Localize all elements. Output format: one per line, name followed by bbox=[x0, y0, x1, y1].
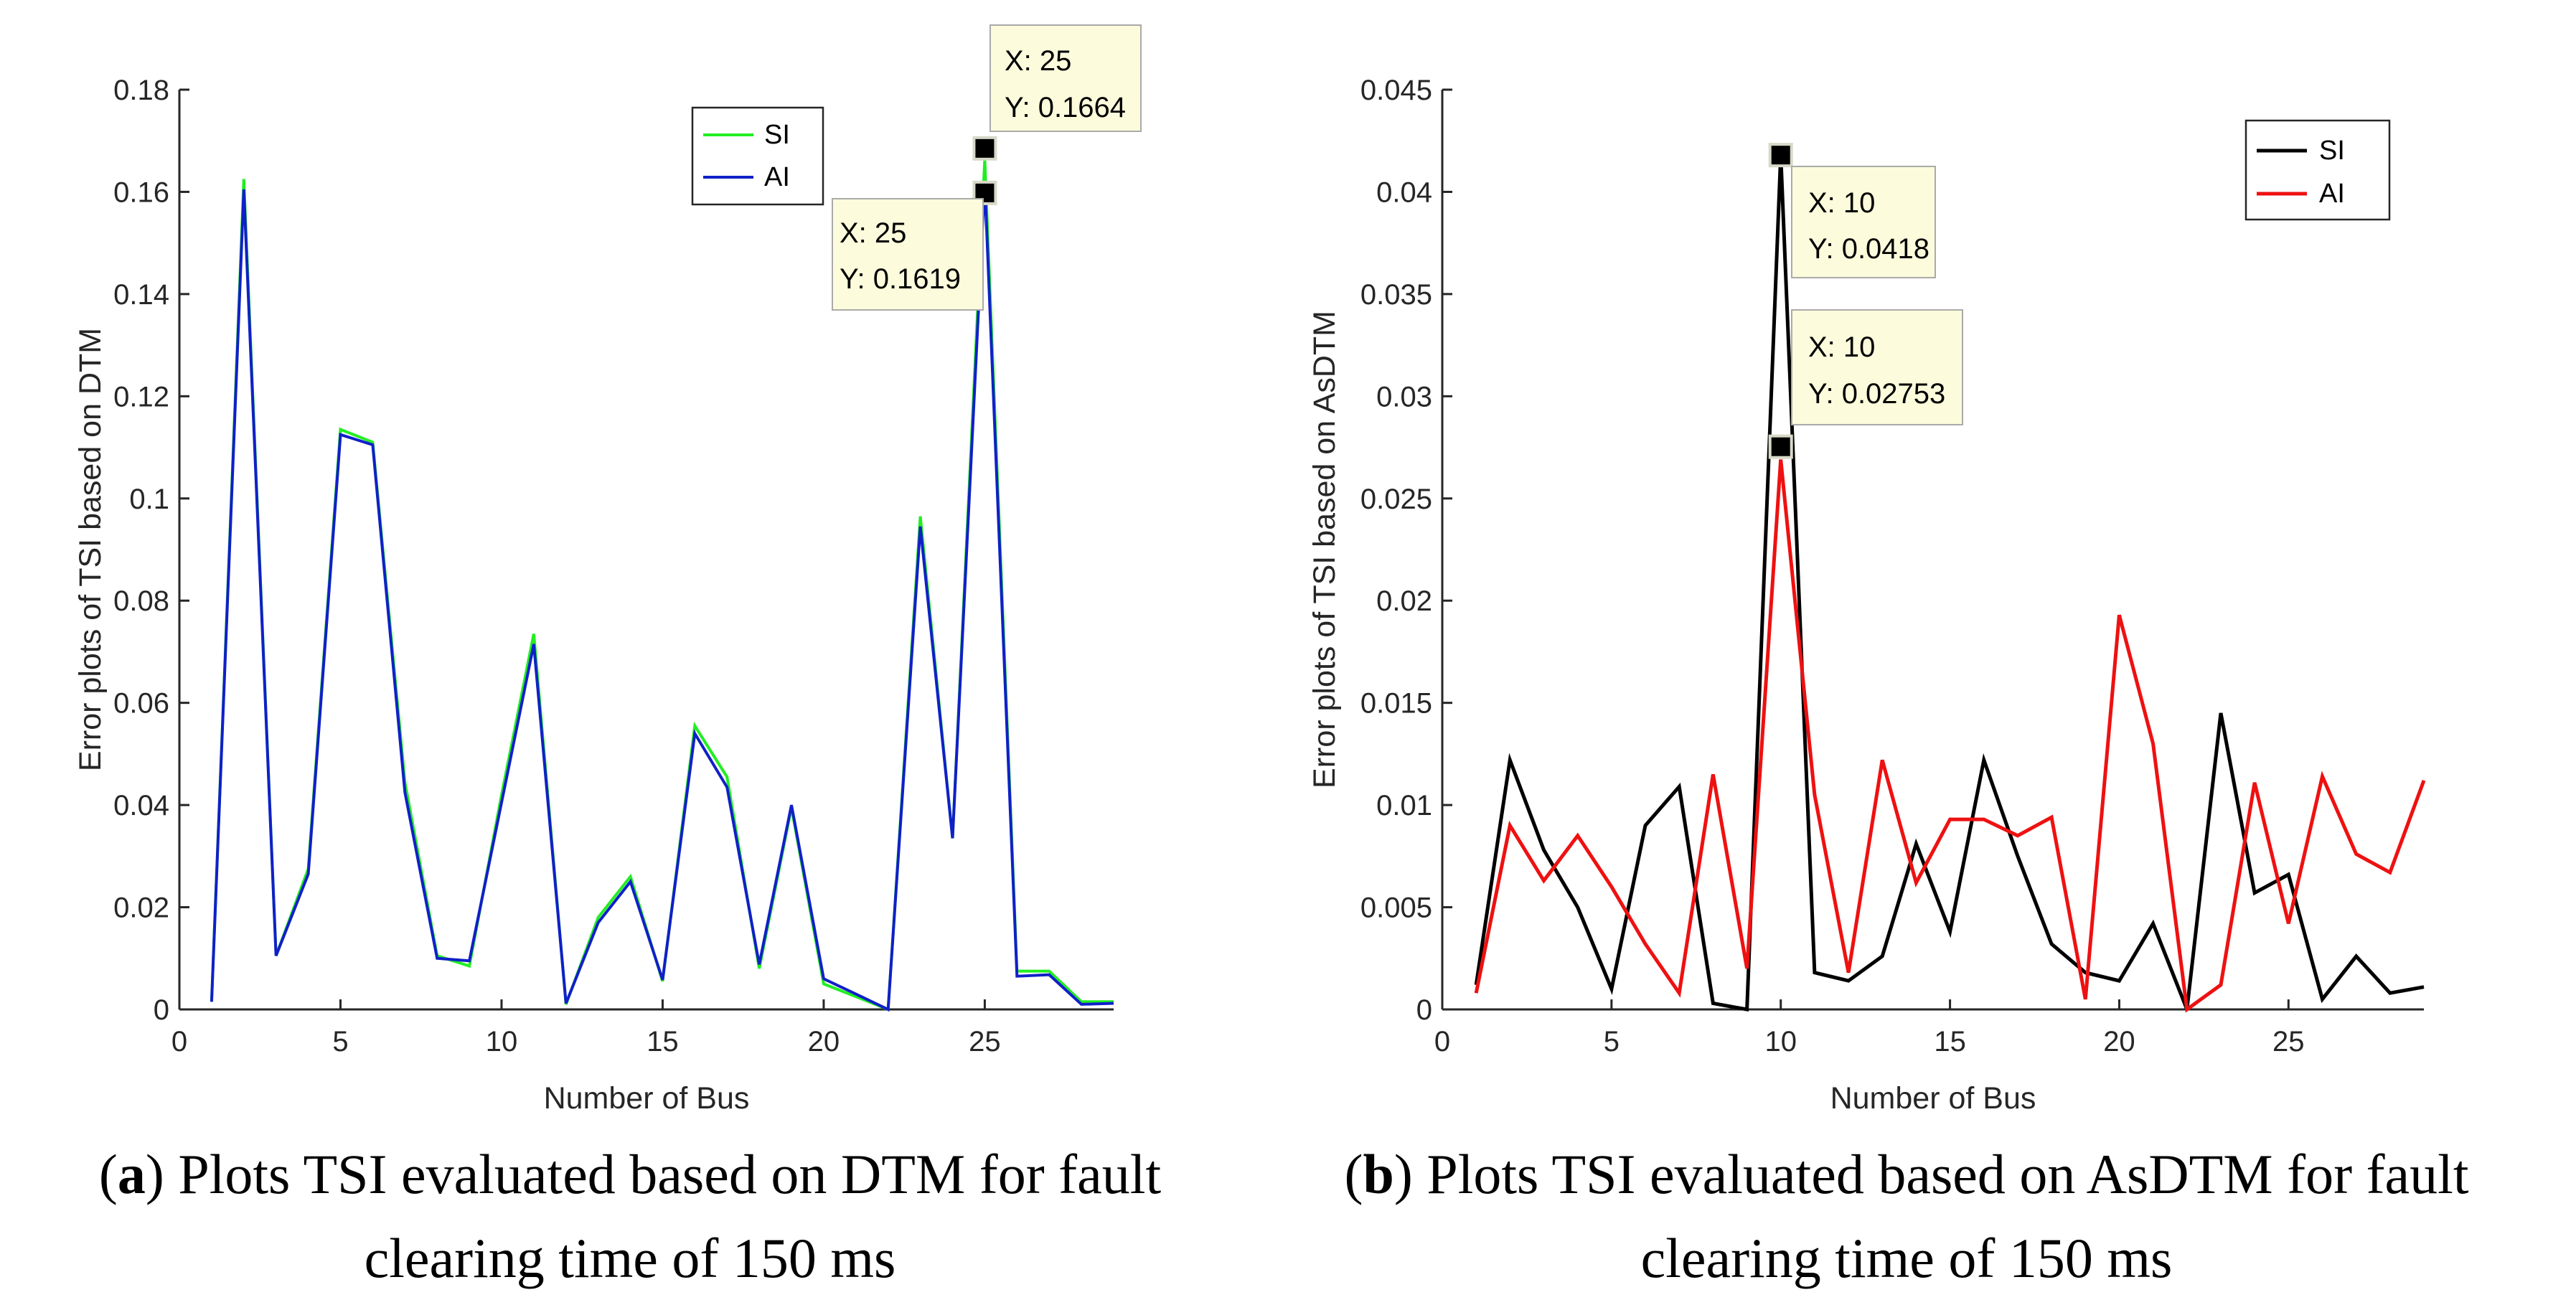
chart-a: 0 0.02 0.04 0.06 0.08 0.1 0.12 0.14 0.16 0.18 0 5 1… bbox=[73, 24, 1142, 1116]
series-layer bbox=[1474, 155, 2426, 1013]
caption-text: ) Plots TSI evaluated based on DTM for f… bbox=[146, 1143, 1162, 1205]
x-tick-label: 0 bbox=[1434, 1026, 1450, 1057]
datatip-box bbox=[1791, 166, 1936, 278]
y-tick-label: 0.03 bbox=[1376, 381, 1432, 413]
legend-label-si: SI bbox=[764, 120, 790, 150]
x-tick-label: 25 bbox=[969, 1026, 1001, 1057]
y-tick-label: 0.1 bbox=[129, 484, 169, 515]
y-tick-label: 0.18 bbox=[113, 75, 169, 106]
datatip-ai: X: 10 Y: 0.02753 bbox=[1791, 309, 1963, 425]
datatip-si: X: 25 Y: 0.1664 bbox=[989, 24, 1142, 132]
y-tick-label: 0 bbox=[154, 994, 169, 1026]
datatip-y: Y: 0.02753 bbox=[1808, 378, 1945, 410]
x-tick-label: 15 bbox=[647, 1026, 679, 1057]
caption-b-line1: (b) Plots TSI evaluated based on AsDTM f… bbox=[1344, 1143, 2468, 1205]
legend-label-ai: AI bbox=[764, 162, 790, 192]
x-tick-label: 15 bbox=[1934, 1026, 1966, 1057]
datatip-marker-ai bbox=[1768, 434, 1793, 459]
x-tick-label: 20 bbox=[808, 1026, 840, 1057]
chart-b: 0 0.005 0.01 0.015 0.02 0.025 0.03 0.035 0.04 0.0… bbox=[1307, 75, 2426, 1116]
y-tick-label: 0.04 bbox=[113, 790, 169, 821]
y-tick-label: 0.02 bbox=[1376, 585, 1432, 617]
legend: SI AI bbox=[691, 106, 824, 206]
y-tick-label: 0.12 bbox=[113, 381, 169, 413]
caption-label: a bbox=[118, 1143, 146, 1205]
caption-a: (a) Plots TSI evaluated based on DTM for… bbox=[99, 1143, 1162, 1289]
datatip-x: X: 25 bbox=[1005, 45, 1071, 77]
y-tick-label: 0.01 bbox=[1376, 790, 1432, 821]
datatip-marker-ai bbox=[972, 180, 997, 205]
datatip-y: Y: 0.0418 bbox=[1808, 233, 1929, 265]
legend-box bbox=[2244, 119, 2391, 221]
y-axis-ticks: 0 0.005 0.01 0.015 0.02 0.025 0.03 0.035 0.04 0.0… bbox=[1360, 75, 1452, 1026]
series-layer bbox=[210, 159, 1114, 1012]
datatip-y: Y: 0.1664 bbox=[1005, 92, 1126, 123]
datatip-marker-si bbox=[1768, 143, 1793, 168]
y-axis-title: Error plots of TSI based on DTM bbox=[73, 328, 108, 771]
y-tick-label: 0.015 bbox=[1360, 688, 1432, 720]
x-tick-label: 20 bbox=[2103, 1026, 2135, 1057]
y-tick-label: 0 bbox=[1416, 994, 1432, 1026]
caption-label: b bbox=[1363, 1143, 1393, 1205]
datatip-x: X: 25 bbox=[840, 217, 906, 249]
x-tick-label: 0 bbox=[171, 1026, 187, 1057]
x-axis-ticks: 0 5 10 15 20 25 bbox=[1434, 999, 2305, 1057]
series-line-ai bbox=[210, 182, 1114, 1012]
y-tick-label: 0.14 bbox=[113, 279, 169, 311]
y-tick-label: 0.02 bbox=[113, 892, 169, 924]
datatip-x: X: 10 bbox=[1808, 331, 1875, 363]
y-tick-label: 0.16 bbox=[113, 176, 169, 208]
marker-layer bbox=[1768, 143, 1793, 459]
caption-paren: ( bbox=[99, 1143, 118, 1205]
series-line-si bbox=[1474, 155, 2425, 1012]
caption-paren: ( bbox=[1344, 1143, 1363, 1205]
caption-b-line2: clearing time of 150 ms bbox=[1641, 1227, 2173, 1289]
datatip-si: X: 10 Y: 0.0418 bbox=[1791, 166, 1936, 278]
y-tick-label: 0.04 bbox=[1376, 176, 1432, 208]
x-tick-label: 5 bbox=[332, 1026, 348, 1057]
x-axis-title: Number of Bus bbox=[1830, 1081, 2036, 1116]
datatip-ai: X: 25 Y: 0.1619 bbox=[832, 198, 984, 311]
y-tick-label: 0.08 bbox=[113, 585, 169, 617]
legend: SI AI bbox=[2244, 119, 2391, 221]
series-line-ai bbox=[1474, 459, 2426, 1013]
caption-a-line2: clearing time of 150 ms bbox=[365, 1227, 896, 1289]
y-tick-label: 0.045 bbox=[1360, 75, 1432, 106]
x-tick-label: 25 bbox=[2272, 1026, 2305, 1057]
x-axis-ticks: 0 5 10 15 20 25 bbox=[171, 999, 1001, 1057]
caption-a-line1: (a) Plots TSI evaluated based on DTM for… bbox=[99, 1143, 1162, 1205]
y-axis-title: Error plots of TSI based on AsDTM bbox=[1307, 311, 1342, 788]
x-axis-title: Number of Bus bbox=[544, 1081, 750, 1116]
datatip-box bbox=[832, 198, 984, 311]
legend-box bbox=[691, 106, 824, 206]
y-tick-label: 0.035 bbox=[1360, 279, 1432, 311]
y-tick-label: 0.06 bbox=[113, 688, 169, 720]
datatip-box bbox=[1791, 309, 1963, 425]
marker-layer bbox=[972, 136, 997, 205]
y-tick-label: 0.025 bbox=[1360, 484, 1432, 515]
y-tick-label: 0.005 bbox=[1360, 892, 1432, 924]
datatip-x: X: 10 bbox=[1808, 187, 1875, 219]
legend-label-si: SI bbox=[2319, 136, 2345, 166]
x-tick-label: 5 bbox=[1604, 1026, 1620, 1057]
caption-b: (b) Plots TSI evaluated based on AsDTM f… bbox=[1344, 1143, 2468, 1289]
y-axis-ticks: 0 0.02 0.04 0.06 0.08 0.1 0.12 0.14 0.16 0.18 bbox=[113, 75, 189, 1026]
x-tick-label: 10 bbox=[486, 1026, 518, 1057]
legend-label-ai: AI bbox=[2319, 179, 2345, 209]
caption-text: ) Plots TSI evaluated based on AsDTM for… bbox=[1394, 1143, 2469, 1205]
datatip-marker-si bbox=[972, 136, 997, 161]
datatip-y: Y: 0.1619 bbox=[840, 263, 961, 295]
x-tick-label: 10 bbox=[1764, 1026, 1797, 1057]
datatip-box bbox=[989, 24, 1142, 132]
